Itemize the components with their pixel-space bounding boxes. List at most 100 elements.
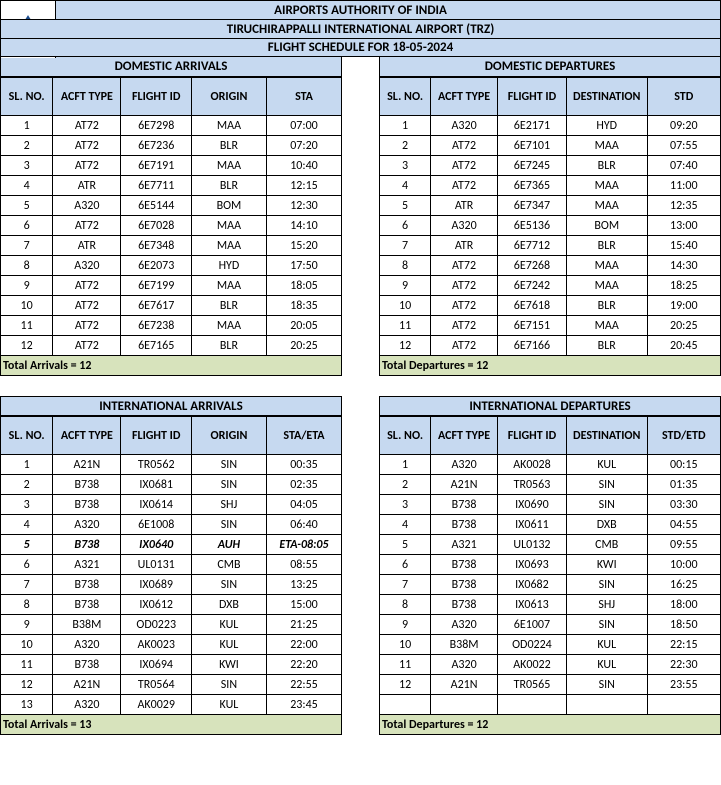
table-cell: 15:40 — [647, 236, 720, 256]
table-cell: AK0022 — [497, 655, 566, 675]
table-cell: A21N — [431, 475, 498, 495]
table-cell: 6E7347 — [497, 196, 566, 216]
table-cell: 5 — [380, 535, 431, 555]
spacer — [342, 57, 379, 735]
table-cell: 8 — [1, 256, 53, 276]
table-cell: 4 — [1, 176, 53, 196]
table-cell: MAA — [191, 116, 266, 136]
table-cell: IX0613 — [497, 595, 566, 615]
table-cell: BOM — [566, 216, 647, 236]
header-line2: TIRUCHIRAPPALLI INTERNATIONAL AIRPORT (T… — [227, 22, 495, 37]
table-cell: A320 — [53, 196, 121, 216]
table-cell: 2 — [380, 136, 431, 156]
table-cell: KUL — [191, 695, 266, 715]
table-cell: 6E7236 — [121, 136, 191, 156]
table-cell: 04:05 — [266, 495, 341, 515]
table-cell: 6E7028 — [121, 216, 191, 236]
dom-arr-total: Total Arrivals = 12 — [1, 356, 342, 376]
table-cell: UL0132 — [497, 535, 566, 555]
table-cell: MAA — [566, 276, 647, 296]
table-row: 13A320AK0029KUL23:45 — [1, 695, 342, 715]
dom-dep-title: DOMESTIC DEPARTURES — [379, 57, 721, 77]
col-orig: ORIGIN — [191, 78, 266, 116]
table-cell: 07:40 — [647, 156, 720, 176]
table-row: 5A321UL0132CMB09:55 — [380, 535, 721, 555]
col-fid: FLIGHT ID — [497, 78, 566, 116]
table-row: 5B738IX0640AUHETA-08:05 — [1, 535, 342, 555]
col-acft: ACFT TYPE — [53, 78, 121, 116]
table-row: 11A320AK0022KUL22:30 — [380, 655, 721, 675]
table-cell: 6E7298 — [121, 116, 191, 136]
table-row: 6B738IX0693KWI10:00 — [380, 555, 721, 575]
table-cell: 07:55 — [647, 136, 720, 156]
table-cell: BLR — [191, 176, 266, 196]
table-cell: IX0689 — [121, 575, 191, 595]
table-row: 8A3206E2073HYD17:50 — [1, 256, 342, 276]
table-cell: SHJ — [566, 595, 647, 615]
table-cell: SIN — [566, 575, 647, 595]
table-cell: 18:00 — [647, 595, 720, 615]
table-cell: 9 — [1, 276, 53, 296]
table-row: 1AT726E7298MAA07:00 — [1, 116, 342, 136]
table-cell: AK0029 — [121, 695, 191, 715]
table-cell: B38M — [53, 615, 121, 635]
table-row: 9AT726E7242MAA18:25 — [380, 276, 721, 296]
table-cell: BLR — [191, 296, 266, 316]
table-cell: KWI — [191, 655, 266, 675]
col-time: STA — [266, 78, 341, 116]
table-cell: 13:00 — [647, 216, 720, 236]
table-cell: B738 — [431, 495, 498, 515]
table-cell: 23:55 — [647, 675, 720, 695]
col-time: STD/ETD — [647, 417, 720, 455]
table-cell: AT72 — [431, 156, 498, 176]
table-cell: 14:30 — [647, 256, 720, 276]
table-cell: 6E5136 — [497, 216, 566, 236]
table-cell: SIN — [191, 515, 266, 535]
table-cell: AT72 — [431, 296, 498, 316]
table-cell: 10 — [1, 635, 53, 655]
table-cell: BLR — [191, 136, 266, 156]
table-cell: BLR — [566, 296, 647, 316]
table-cell: MAA — [191, 236, 266, 256]
table-cell: 6 — [380, 216, 431, 236]
int-dep-table: SL. NO. ACFT TYPE FLIGHT ID DESTINATION … — [379, 416, 721, 735]
table-cell: 8 — [1, 595, 53, 615]
table-cell: TR0565 — [497, 675, 566, 695]
table-cell: IX0640 — [121, 535, 191, 555]
col-fid: FLIGHT ID — [121, 417, 191, 455]
table-cell: AT72 — [53, 276, 121, 296]
dom-arr-head: SL. NO. ACFT TYPE FLIGHT ID ORIGIN STA — [1, 78, 342, 116]
table-cell: AT72 — [53, 156, 121, 176]
table-cell: CMB — [566, 535, 647, 555]
table-cell: 21:25 — [266, 615, 341, 635]
table-cell: 23:45 — [266, 695, 341, 715]
col-sl: SL. NO. — [1, 417, 53, 455]
table-cell: IX0682 — [497, 575, 566, 595]
table-cell: A320 — [431, 455, 498, 475]
table-row: 6AT726E7028MAA14:10 — [1, 216, 342, 236]
table-cell: 6E7711 — [121, 176, 191, 196]
int-arr-title: INTERNATIONAL ARRIVALS — [0, 396, 342, 416]
dom-dep-total: Total Departures = 12 — [380, 356, 721, 376]
table-cell: 22:00 — [266, 635, 341, 655]
table-cell: 5 — [380, 196, 431, 216]
table-row: 3B738IX0690SIN03:30 — [380, 495, 721, 515]
table-row: 2A21NTR0563SIN01:35 — [380, 475, 721, 495]
table-row: 9B38MOD0223KUL21:25 — [1, 615, 342, 635]
table-cell: A320 — [53, 256, 121, 276]
table-cell: BLR — [191, 336, 266, 356]
table-cell: 06:40 — [266, 515, 341, 535]
table-cell: 10:40 — [266, 156, 341, 176]
table-row: 10AT726E7618BLR19:00 — [380, 296, 721, 316]
col-fid: FLIGHT ID — [121, 78, 191, 116]
table-row: 9A3206E1007SIN18:50 — [380, 615, 721, 635]
table-row: 12AT726E7165BLR20:25 — [1, 336, 342, 356]
header-line1: AIRPORTS AUTHORITY OF INDIA — [274, 3, 447, 18]
table-row: 10AT726E7617BLR18:35 — [1, 296, 342, 316]
table-cell: SIN — [191, 475, 266, 495]
int-arr-table: SL. NO. ACFT TYPE FLIGHT ID ORIGIN STA/E… — [0, 416, 342, 735]
table-cell: 18:35 — [266, 296, 341, 316]
table-row: 3B738IX0614SHJ04:05 — [1, 495, 342, 515]
table-row: 7ATR6E7348MAA15:20 — [1, 236, 342, 256]
table-cell: KUL — [566, 455, 647, 475]
